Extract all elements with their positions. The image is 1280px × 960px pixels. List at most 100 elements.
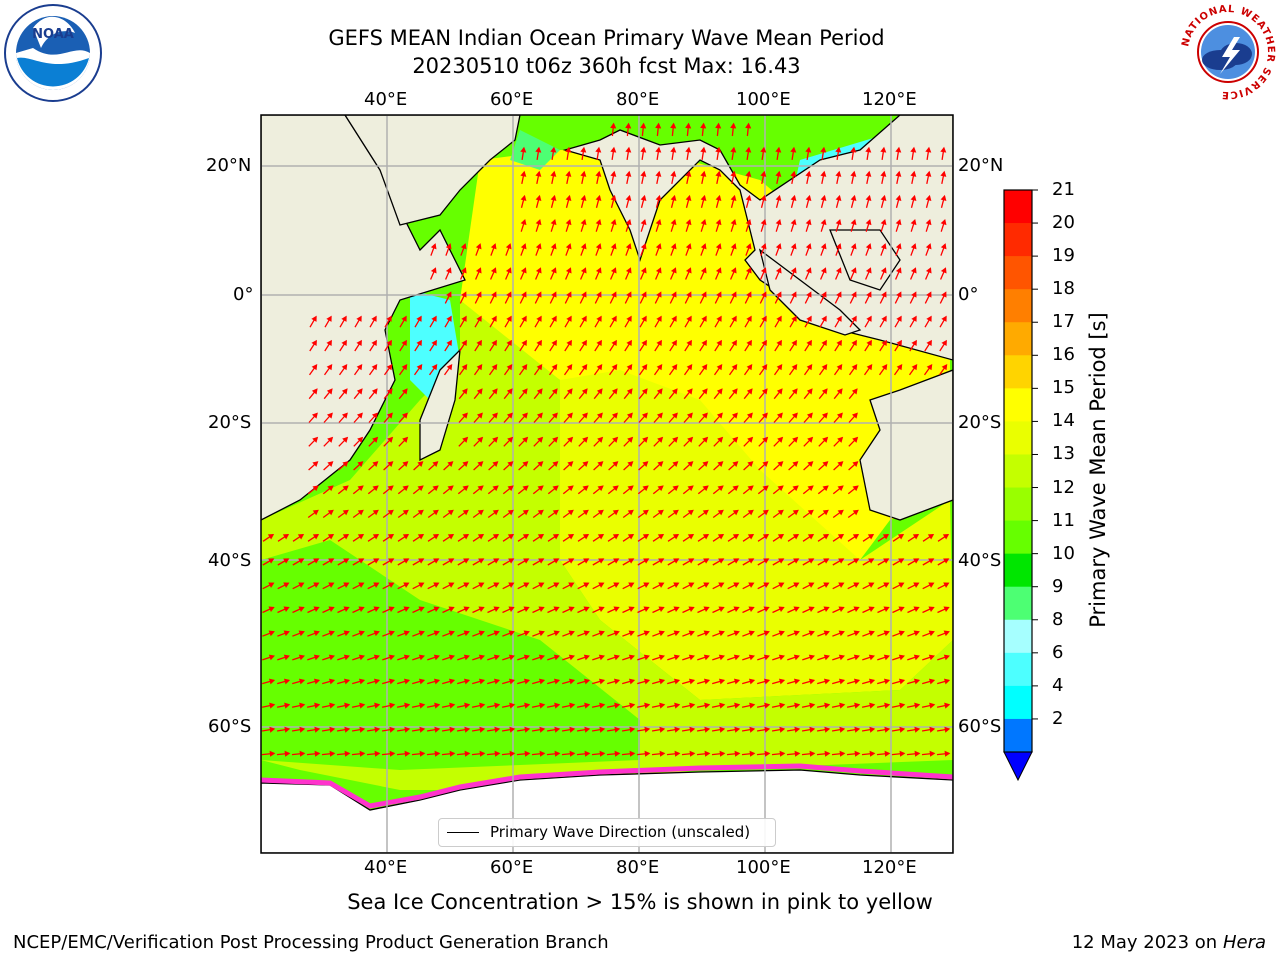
wave-arrow-head xyxy=(640,122,647,129)
wave-arrow-head xyxy=(777,436,784,443)
wave-arrow-head xyxy=(476,363,483,371)
wave-arrow-head xyxy=(329,702,336,709)
wave-arrow-head xyxy=(402,485,409,492)
wave-arrow-head xyxy=(640,267,647,274)
wave-arrow-head xyxy=(357,461,364,467)
wave-arrow-head xyxy=(599,750,606,757)
wave-arrow-head xyxy=(836,291,842,298)
wave-arrow-head xyxy=(659,702,666,709)
wave-arrow-head xyxy=(686,388,693,395)
wave-arrow-head xyxy=(520,146,527,153)
wave-arrow-head xyxy=(418,678,426,685)
wave-arrow-head xyxy=(790,267,797,274)
wave-arrow-head xyxy=(944,726,951,733)
wave-arrow-head xyxy=(566,363,573,371)
wave-arrow-head xyxy=(655,170,662,177)
wave-arrow-head xyxy=(896,363,903,371)
wave-arrow-head xyxy=(898,678,906,685)
period-band-mid xyxy=(560,370,953,700)
wave-arrow-head xyxy=(700,267,707,274)
wave-arrow-head xyxy=(764,702,771,709)
wave-arrow-head xyxy=(643,678,651,685)
wave-arrow-head xyxy=(715,267,722,274)
wave-arrow-head xyxy=(943,678,951,685)
wave-arrow-head xyxy=(656,412,663,419)
wave-arrow-head xyxy=(538,678,546,685)
wave-arrow-head xyxy=(313,630,320,637)
wave-arrow-head xyxy=(746,339,752,347)
wave-arrow-head xyxy=(401,388,408,395)
wave-arrow-head xyxy=(658,582,665,588)
wave-arrow-head xyxy=(536,412,543,419)
wave-arrow-head xyxy=(685,243,692,250)
wave-arrow-head xyxy=(611,388,618,395)
wave-arrow-head xyxy=(659,726,666,733)
wave-arrow-head xyxy=(745,146,752,153)
wave-arrow-head xyxy=(567,533,575,540)
wave-arrow-head xyxy=(866,339,872,347)
wave-arrow-head xyxy=(883,558,890,564)
wave-arrow-head xyxy=(898,654,905,661)
wave-arrow-head xyxy=(460,267,467,274)
wave-arrow-head xyxy=(700,170,707,177)
wave-arrow-head xyxy=(837,533,845,540)
wave-arrow-head xyxy=(745,194,752,202)
wave-arrow-head xyxy=(446,315,452,322)
wave-arrow-head xyxy=(386,388,393,395)
wave-arrow-head xyxy=(344,702,351,709)
colorbar-segment xyxy=(1004,190,1032,224)
wave-arrow-head xyxy=(791,363,798,371)
wave-arrow-head xyxy=(551,363,558,371)
wave-arrow-head xyxy=(671,291,677,298)
wave-arrow-head xyxy=(553,582,560,588)
lon-tick-top: 120°E xyxy=(862,89,917,110)
wave-arrow-head xyxy=(625,122,632,129)
wave-arrow-head xyxy=(539,726,546,733)
wave-arrow-head xyxy=(776,339,782,347)
colorbar xyxy=(1003,189,1038,782)
wave-arrow-head xyxy=(523,582,530,588)
wave-arrow-head xyxy=(674,702,681,709)
wave-arrow-head xyxy=(790,194,797,202)
lat-tick-right: 40°S xyxy=(958,550,1002,571)
colorbar-tick-label: 18 xyxy=(1052,278,1075,300)
wave-arrow-head xyxy=(327,485,334,492)
colorbar-tick-label: 16 xyxy=(1052,344,1075,366)
wave-arrow-head xyxy=(627,436,634,443)
wave-arrow-head xyxy=(461,363,468,371)
wave-arrow-head xyxy=(643,606,650,612)
wave-arrow-head xyxy=(745,122,752,129)
wave-arrow-head xyxy=(373,606,380,612)
colorbar-segment xyxy=(1004,652,1032,687)
wave-arrow-head xyxy=(880,243,887,250)
wave-arrow-head xyxy=(461,412,468,419)
wave-arrow-head xyxy=(523,558,530,564)
wave-arrow-head xyxy=(388,558,395,564)
wave-arrow-head xyxy=(929,726,936,733)
wave-arrow-head xyxy=(884,726,891,733)
wave-arrow-head xyxy=(731,315,737,322)
wave-arrow-head xyxy=(358,678,366,685)
wave-arrow-head xyxy=(733,654,740,661)
wave-arrow-head xyxy=(326,363,333,371)
footer-machine: Hera xyxy=(1222,932,1266,953)
wave-arrow-head xyxy=(478,606,485,612)
wave-arrow-head xyxy=(522,509,529,516)
wave-arrow-head xyxy=(914,726,921,733)
wave-arrow-head xyxy=(807,461,814,467)
wave-arrow-head xyxy=(748,582,755,588)
wave-arrow-head xyxy=(521,339,527,347)
wave-arrow-head xyxy=(569,702,576,709)
wave-arrow-head xyxy=(493,630,500,637)
wave-arrow-head xyxy=(596,388,603,395)
wave-arrow-head xyxy=(566,291,572,298)
wave-arrow-head xyxy=(672,509,679,516)
wave-arrow-head xyxy=(835,146,842,153)
wave-arrow-head xyxy=(854,702,861,709)
wave-arrow-head xyxy=(763,582,770,588)
wave-arrow-head xyxy=(868,630,875,637)
wave-arrow-head xyxy=(716,388,723,395)
wave-arrow-head xyxy=(657,509,664,516)
wave-arrow-head xyxy=(943,606,950,612)
wave-arrow-head xyxy=(313,654,320,661)
